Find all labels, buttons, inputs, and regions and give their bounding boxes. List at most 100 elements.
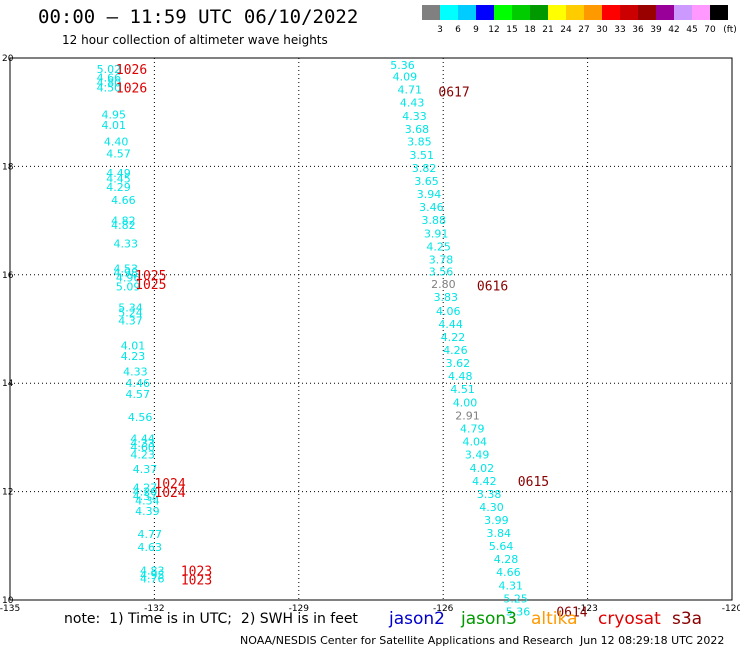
- lon-tick-label: -123: [577, 604, 597, 614]
- pass-time-label: 0614: [556, 605, 587, 620]
- lat-tick-label: 12: [2, 488, 13, 498]
- wave-height-label: 4.20: [133, 486, 158, 499]
- wave-height-label: 3.49: [465, 449, 490, 462]
- wave-height-label: 4.23: [121, 350, 146, 363]
- wave-height-label: 4.25: [426, 241, 451, 254]
- colorbar-label: 18: [524, 25, 536, 35]
- wave-height-label: 4.50: [97, 81, 122, 94]
- wave-height-label: 4.43: [400, 96, 425, 109]
- wave-height-label: 4.82: [111, 219, 136, 232]
- colorbar-swatch: [638, 5, 656, 20]
- wave-height-label: 3.82: [412, 162, 437, 175]
- wave-height-label: 4.02: [470, 462, 495, 475]
- wave-height-label: 4.42: [472, 475, 497, 488]
- colorbar-label: 70: [704, 25, 716, 35]
- wave-height-label: 4.46: [126, 377, 150, 390]
- wave-height-label: 4.27: [133, 481, 158, 494]
- wave-height-label: 4.45: [106, 172, 130, 185]
- wave-height-label: 4.83: [140, 565, 165, 578]
- wave-height-label: 4.98: [113, 267, 138, 280]
- wave-height-label: 4.06: [436, 305, 461, 318]
- colorbar-label: 12: [488, 25, 500, 35]
- colorbar-swatch: [440, 5, 458, 20]
- colorbar-swatch: [566, 5, 584, 20]
- axis-tick-labels: -135 -132 -129 -126 -123 -120 10 12 14 16 18 20: [0, 54, 740, 614]
- wave-height-label: 5.09: [116, 281, 141, 294]
- wave-height-label: 4.01: [121, 339, 146, 352]
- lat-tick-label: 18: [2, 162, 14, 172]
- wave-height-label: 3.46: [419, 201, 444, 214]
- pass-time-label: 1026: [116, 81, 147, 96]
- wave-height-label: 4.57: [106, 147, 130, 160]
- colorbar-label: 30: [596, 25, 608, 35]
- colorbar-swatch: [422, 5, 440, 20]
- colorbar-swatch: [620, 5, 638, 20]
- wave-height-label: 5.64: [489, 540, 513, 553]
- generated-timestamp: Jun 12 08:29:18 UTC 2022: [580, 634, 725, 647]
- lon-tick-label: -120: [722, 604, 740, 614]
- credit-line: NOAA/NESDIS Center for Satellite Applica…: [240, 634, 574, 647]
- wave-height-label: 4.09: [393, 70, 418, 83]
- satellite-s3a: s3a: [672, 609, 703, 629]
- pass-time-label: 1023: [181, 573, 212, 588]
- lon-tick-label: -126: [433, 604, 454, 614]
- wave-height-label: 3.62: [446, 357, 471, 370]
- wave-height-label: 5.34: [118, 301, 143, 314]
- colorbar-label: 21: [542, 25, 554, 35]
- wave-height-label: 4.51: [450, 383, 475, 396]
- pass-time-label: 1024: [154, 477, 185, 492]
- wave-height-label: 4.40: [104, 135, 129, 148]
- wave-height-marks: 5.024.664.804.504.954.014.404.574.494.45…: [97, 59, 588, 620]
- colorbar-swatch: [512, 5, 530, 20]
- colorbar-swatch: [458, 5, 476, 20]
- wave-height-label: 3.84: [487, 527, 512, 540]
- wave-height-label: 4.63: [138, 541, 163, 554]
- colorbar-label: 27: [578, 25, 590, 35]
- colorbar-swatch: [494, 5, 512, 20]
- colorbar-swatch: [530, 5, 548, 20]
- wave-height-label: 4.33: [113, 237, 138, 250]
- wave-height-label: 2.91: [455, 410, 480, 423]
- colorbar-swatch: [584, 5, 602, 20]
- colorbar-label: 3: [437, 25, 443, 35]
- colorbar-label: 24: [560, 25, 572, 35]
- satellite-jason3: jason3: [461, 609, 517, 629]
- lat-tick-label: 16: [2, 271, 14, 281]
- wave-height-label: 4.66: [496, 566, 521, 579]
- units-note: note: 1) Time is in UTC; 2) SWH is in fe…: [64, 611, 358, 627]
- pass-time-label: 1024: [154, 486, 185, 501]
- wave-height-label: 4.76: [140, 572, 165, 585]
- colorbar-label: 6: [455, 25, 461, 35]
- wave-height-label: 4.39: [135, 505, 160, 518]
- wave-height-label: 5.36: [506, 605, 530, 618]
- colorbar-label: 9: [473, 25, 479, 35]
- wave-height-label: 4.01: [101, 119, 126, 132]
- colorbar-swatch: [674, 5, 692, 20]
- wave-height-label: 4.71: [397, 83, 422, 96]
- wave-height-label: 3.56: [429, 266, 454, 279]
- wave-height-label: 4.33: [130, 437, 155, 450]
- colorbar-label: 33: [614, 25, 626, 35]
- wave-height-label: 5.02: [97, 63, 122, 76]
- wave-height-label: 3.83: [434, 291, 459, 304]
- lon-tick-label: -135: [0, 604, 20, 614]
- wave-height-label: 4.00: [453, 397, 478, 410]
- pass-time-label: 1023: [181, 565, 212, 580]
- wave-height-label: 4.80: [97, 76, 122, 89]
- lon-tick-label: -129: [289, 604, 310, 614]
- satellite-cryosat: cryosat: [598, 609, 661, 629]
- wave-height-label: 4.33: [123, 365, 148, 378]
- wave-height-label: 4.82: [111, 215, 136, 228]
- wave-height-label: 3.78: [429, 254, 454, 267]
- wave-height-label: 4.04: [462, 436, 487, 449]
- colorbar-swatch: [656, 5, 674, 20]
- wave-height-label: 2.80: [431, 278, 456, 291]
- wave-height-label: 3.68: [405, 123, 430, 136]
- wave-height-label: 3.38: [477, 488, 502, 501]
- lat-tick-label: 10: [2, 596, 14, 606]
- wave-height-label: 4.29: [106, 181, 130, 194]
- wave-height-label: 3.91: [424, 228, 449, 241]
- lat-tick-label: 14: [2, 379, 14, 389]
- pass-time-label: 1026: [116, 63, 147, 78]
